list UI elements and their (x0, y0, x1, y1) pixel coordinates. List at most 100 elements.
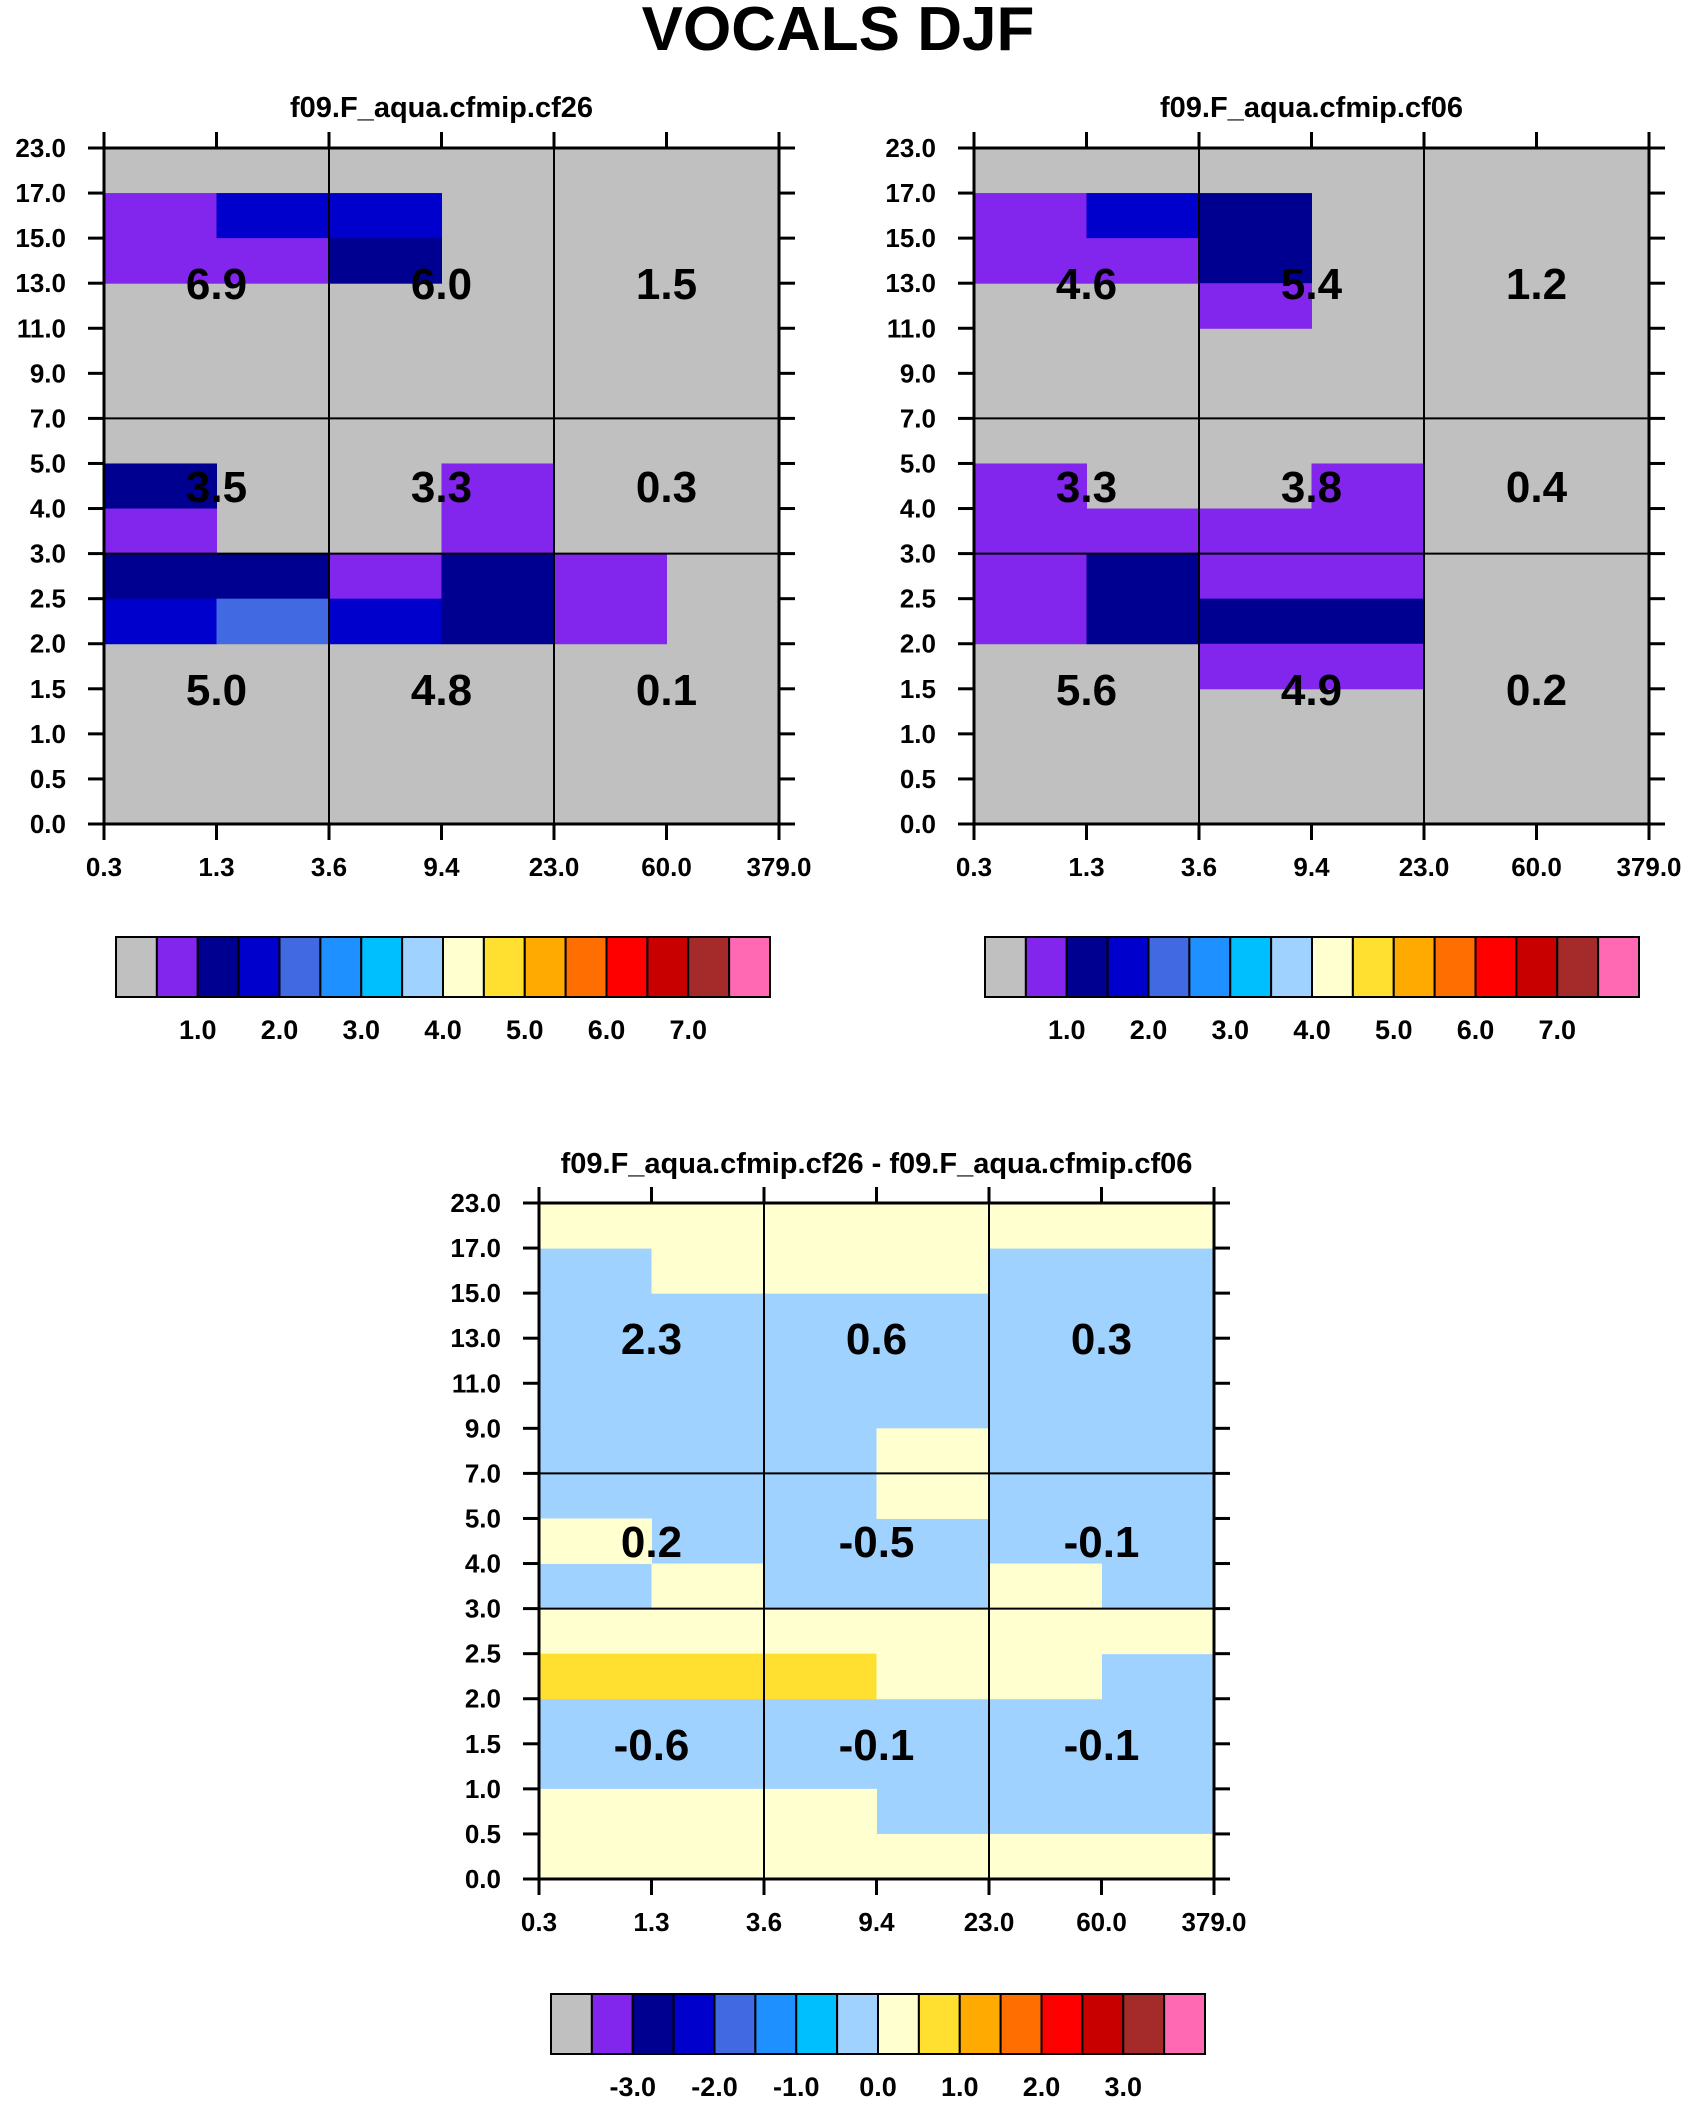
heatmap-cell (1311, 553, 1425, 600)
heatmap-cell (989, 1833, 1102, 1880)
x-tick-label: 9.4 (1293, 852, 1330, 882)
x-tick-label: 3.6 (746, 1907, 782, 1937)
box-value-label: 3.3 (411, 463, 472, 512)
colorbar-swatch (1229, 936, 1273, 998)
colorbar-swatch (728, 936, 771, 998)
colorbar-label: 7.0 (669, 1015, 707, 1045)
colorbar-label: 7.0 (1538, 1015, 1576, 1045)
box-value-label: 0.4 (1506, 463, 1568, 512)
heatmap-cell (1199, 508, 1312, 555)
y-tick-label: 1.0 (30, 719, 66, 749)
box-value-label: -0.1 (1064, 1721, 1140, 1770)
colorbar-swatch (754, 1993, 798, 2055)
colorbar-swatch (836, 1993, 879, 2055)
y-tick-label: 2.0 (30, 629, 66, 659)
heatmap-cell (1199, 238, 1312, 284)
box-value-label: -0.5 (839, 1518, 915, 1567)
x-tick-label: 379.0 (1616, 852, 1681, 882)
heatmap-cell (1101, 1608, 1215, 1655)
colorbar-swatch (1515, 936, 1559, 998)
colorbar-label: 5.0 (506, 1015, 544, 1045)
heatmap-cell (1086, 553, 1200, 600)
x-tick-label: 379.0 (746, 852, 811, 882)
heatmap-cell (989, 1608, 1102, 1655)
y-tick-label: 1.0 (900, 719, 936, 749)
box-value-label: 5.6 (1056, 666, 1117, 715)
heatmap-cell (1199, 193, 1312, 239)
heatmap-cell (441, 553, 555, 600)
y-tick-label: 0.0 (30, 809, 66, 839)
heatmap-cell (989, 1563, 1102, 1610)
colorbar-swatch (795, 1993, 839, 2055)
y-tick-label: 0.5 (30, 764, 66, 794)
colorbar-swatch (999, 1993, 1043, 2055)
panel-title: f09.F_aqua.cfmip.cf06 (1160, 92, 1463, 124)
x-tick-label: 0.3 (86, 852, 122, 882)
colorbar-swatch (1270, 936, 1313, 998)
heatmap-cell (104, 238, 217, 284)
y-tick-label: 13.0 (15, 268, 66, 298)
colorbar-label: 4.0 (424, 1015, 462, 1045)
y-tick-label: 13.0 (450, 1323, 501, 1353)
panel-title: f09.F_aqua.cfmip.cf26 (290, 92, 593, 124)
heatmap-cell (989, 1653, 1102, 1700)
x-tick-label: 1.3 (198, 852, 234, 882)
heatmap-cell (554, 553, 667, 600)
y-tick-label: 1.5 (465, 1729, 501, 1759)
heatmap-cell (1086, 598, 1200, 645)
panel-title: f09.F_aqua.cfmip.cf26 - f09.F_aqua.cfmip… (561, 1148, 1193, 1180)
y-tick-label: 11.0 (17, 313, 66, 343)
heatmap-cell (1311, 598, 1425, 645)
colorbar-swatch (1081, 1993, 1125, 2055)
colorbar-swatch (1147, 936, 1191, 998)
box-value-label: 3.5 (186, 463, 247, 512)
heatmap-cell (329, 553, 442, 600)
y-tick-label: 2.0 (465, 1684, 501, 1714)
y-tick-label: 15.0 (15, 223, 66, 253)
heatmap-cell (104, 553, 217, 600)
heatmap-cell (876, 1203, 990, 1249)
heatmap-cell (1199, 643, 1312, 690)
heatmap-cell (1101, 1833, 1215, 1880)
heatmap-cell (216, 193, 330, 239)
colorbar-label: 1.0 (179, 1015, 217, 1045)
heatmap-cell (104, 193, 217, 239)
panel-cf06: f09.F_aqua.cfmip.cf06 0.0 0.5 1.0 1.5 2.0 2.5 3… (885, 92, 1681, 1045)
heatmap-cell (539, 1788, 652, 1835)
colorbar-label: -2.0 (691, 2072, 738, 2102)
heatmap-cell (1101, 1203, 1215, 1249)
colorbar-label: 2.0 (1130, 1015, 1168, 1045)
colorbar-swatch (605, 936, 649, 998)
box-value-label: 0.3 (1071, 1315, 1132, 1364)
y-tick-label: 13.0 (885, 268, 936, 298)
y-tick-label: 2.5 (465, 1639, 501, 1669)
heatmap-cell (216, 238, 330, 284)
heatmap-cell (974, 193, 1087, 239)
colorbar-swatch (713, 1993, 757, 2055)
box-value-label: 0.1 (636, 666, 697, 715)
heatmap-cell (974, 508, 1087, 555)
box-value-label: 4.9 (1281, 666, 1342, 715)
heatmap-cell (104, 508, 217, 555)
y-tick-label: 7.0 (30, 403, 66, 433)
colorbar-swatch (646, 936, 690, 998)
box-value-label: 0.2 (621, 1518, 682, 1567)
x-tick-label: 9.4 (858, 1907, 895, 1937)
colorbar-swatch (278, 936, 322, 998)
colorbar-swatch (442, 936, 485, 998)
x-tick-label: 3.6 (311, 852, 347, 882)
box-value-label: 5.4 (1281, 260, 1343, 309)
x-tick-label: 23.0 (529, 852, 580, 882)
heatmap-cell (764, 1608, 877, 1655)
colorbar-swatch (196, 936, 240, 998)
colorbar-swatch (672, 1993, 716, 2055)
y-tick-label: 4.0 (900, 494, 936, 524)
heatmap-cell (651, 1608, 765, 1655)
y-tick-label: 17.0 (885, 178, 936, 208)
colorbar-label: 0.0 (859, 2072, 897, 2102)
y-tick-label: 17.0 (15, 178, 66, 208)
heatmap-cell (1199, 283, 1312, 329)
y-tick-label: 2.0 (900, 629, 936, 659)
heatmap-cell (1311, 508, 1425, 555)
heatmap-cell (974, 598, 1087, 645)
